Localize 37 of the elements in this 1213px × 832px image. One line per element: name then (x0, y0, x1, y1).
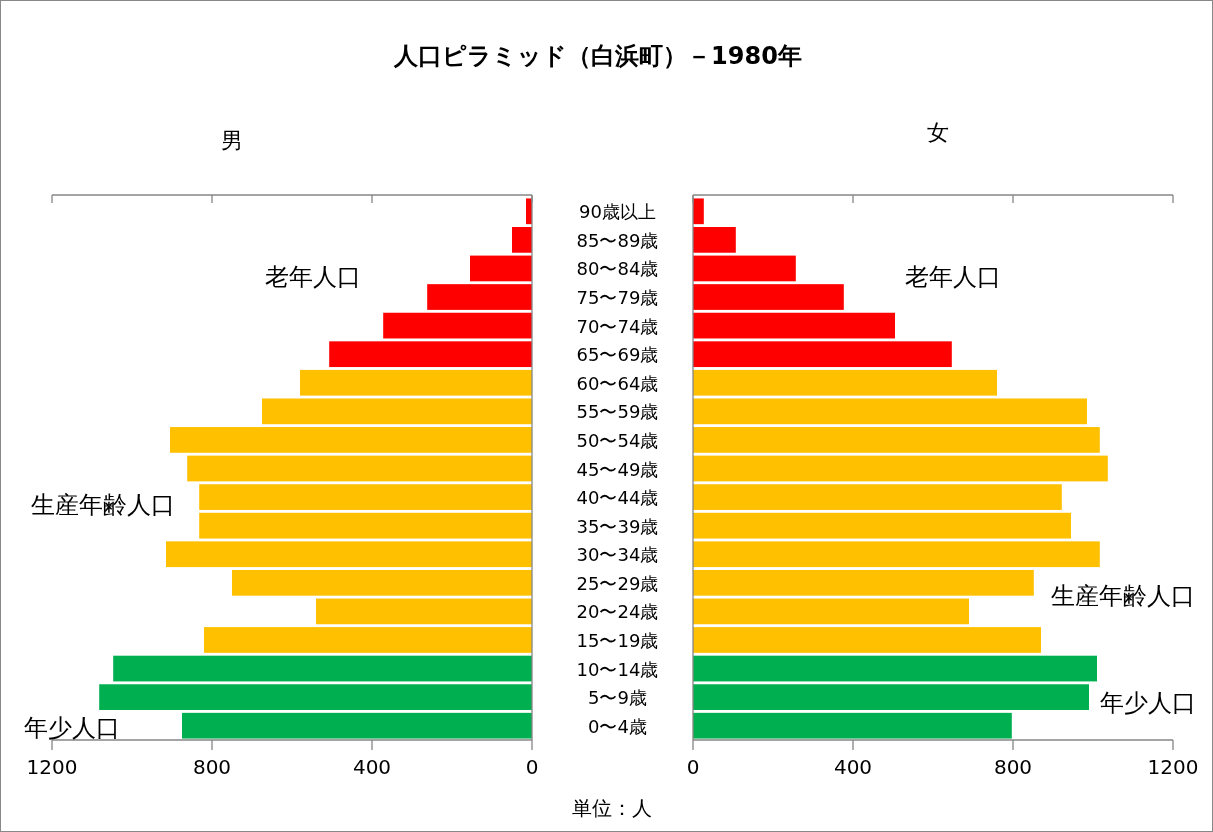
y-tick-label: 0〜4歳 (588, 715, 647, 737)
y-tick-label: 55〜59歳 (576, 401, 659, 423)
annotation: 老年人口 (905, 263, 1001, 291)
text: 人口ピラミッド（白浜町）－1980年 (393, 42, 802, 70)
y-tick-label: 50〜54歳 (576, 429, 659, 451)
annotation: 年少人口 (24, 714, 120, 742)
x-tick-label: 800 (192, 755, 232, 779)
y-tick-label: 40〜44歳 (576, 487, 659, 509)
y-tick-label: 5〜9歳 (588, 687, 647, 709)
y-tick-label: 70〜74歳 (576, 315, 659, 337)
chart-title: 女 (927, 120, 949, 145)
x-tick-label: 800 (993, 755, 1033, 779)
y-tick-label: 45〜49歳 (576, 458, 659, 480)
y-tick-label: 30〜34歳 (576, 544, 659, 566)
text: 単位：人 (572, 796, 652, 820)
y-tick-label: 60〜64歳 (576, 372, 659, 394)
x-tick-label: 1200 (1147, 755, 1199, 779)
y-tick-label: 10〜14歳 (576, 658, 659, 680)
y-tick-label: 15〜19歳 (576, 629, 659, 651)
annotation: 老年人口 (265, 263, 361, 291)
x-tick-label: 400 (352, 755, 392, 779)
x-tick-label: 400 (833, 755, 873, 779)
x-tick-label: 1200 (26, 755, 78, 779)
y-tick-label: 85〜89歳 (576, 229, 659, 251)
annotation: 生産年齢人口 (1051, 582, 1195, 610)
y-tick-label: 90歳以上 (579, 201, 656, 223)
x-tick-label: 0 (525, 755, 539, 779)
chart-subtitle: 男 (221, 128, 243, 153)
y-tick-label: 80〜84歳 (576, 258, 659, 280)
annotation: 年少人口 (1100, 689, 1196, 717)
y-tick-label: 65〜69歳 (576, 344, 659, 366)
y-tick-label: 25〜29歳 (576, 572, 659, 594)
y-tick-label: 20〜24歳 (576, 601, 659, 623)
annotation: 生産年齢人口 (31, 491, 175, 519)
y-tick-label: 35〜39歳 (576, 515, 659, 537)
y-tick-label: 75〜79歳 (576, 287, 659, 309)
x-tick-label: 0 (686, 755, 700, 779)
